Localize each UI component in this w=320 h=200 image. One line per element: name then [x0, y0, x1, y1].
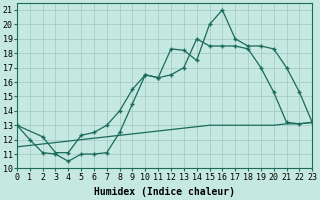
X-axis label: Humidex (Indice chaleur): Humidex (Indice chaleur) [94, 187, 235, 197]
